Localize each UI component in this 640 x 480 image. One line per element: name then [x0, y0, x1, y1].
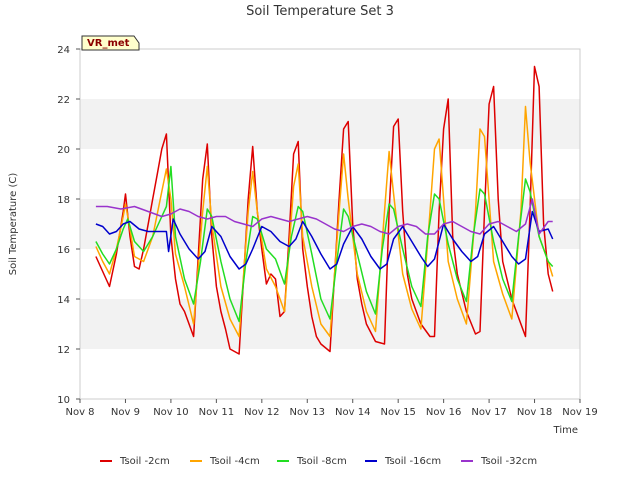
- legend-item: Tsoil -16cm: [365, 456, 441, 467]
- series-line-5: [95, 198, 553, 235]
- series-line-3: [95, 165, 554, 323]
- x-tick-label: Nov 15: [380, 407, 415, 418]
- y-tick-label: 10: [57, 395, 70, 406]
- legend-item: Tsoil -32cm: [461, 456, 537, 467]
- y-tick-label: 24: [57, 45, 70, 56]
- legend-label: Tsoil -2cm: [119, 456, 170, 467]
- y-tick-label: 18: [57, 195, 70, 206]
- legend-item: Tsoil -2cm: [100, 456, 170, 467]
- legend-label: Tsoil -4cm: [209, 456, 260, 467]
- legend-item: Tsoil -4cm: [190, 456, 260, 467]
- series-line-4: [95, 210, 554, 270]
- y-axis-ticks: 10 12 14 16 18 20 22 24: [57, 45, 80, 406]
- legend-item: Tsoil -8cm: [277, 456, 347, 467]
- x-tick-label: Nov 14: [335, 407, 370, 418]
- x-axis-label: Time: [553, 425, 578, 436]
- series-line-1: [95, 65, 554, 355]
- x-tick-label: Nov 16: [426, 407, 461, 418]
- legend-label: Tsoil -32cm: [480, 456, 537, 467]
- x-tick-label: Nov 8: [65, 407, 94, 418]
- y-axis-label: Soil Temperature (C): [8, 173, 19, 276]
- legend-label: Tsoil -16cm: [384, 456, 441, 467]
- y-tick-label: 16: [57, 245, 70, 256]
- y-tick-label: 22: [57, 95, 70, 106]
- grid-band: [80, 99, 580, 149]
- series-lines: [95, 65, 554, 355]
- station-badge: VR_met: [81, 35, 140, 51]
- y-tick-label: 14: [57, 295, 70, 306]
- legend-label: Tsoil -8cm: [296, 456, 347, 467]
- station-badge-shape: [81, 35, 140, 51]
- y-tick-label: 12: [57, 345, 70, 356]
- plot-area: [79, 48, 581, 400]
- grid-band: [80, 199, 580, 249]
- x-tick-label: Nov 18: [517, 407, 552, 418]
- grid-bands: [80, 99, 580, 349]
- x-axis-ticks: Nov 8 Nov 9 Nov 10 Nov 11 Nov 12 Nov 13 Nov 14…: [65, 399, 598, 418]
- x-tick-label: Nov 11: [199, 407, 234, 418]
- x-tick-label: Nov 19: [562, 407, 597, 418]
- x-tick-label: Nov 13: [290, 407, 325, 418]
- x-tick-label: Nov 12: [244, 407, 279, 418]
- chart-title: Soil Temperature Set 3: [246, 4, 394, 19]
- x-tick-label: Nov 17: [471, 407, 506, 418]
- x-tick-label: Nov 10: [153, 407, 188, 418]
- series-line-2: [95, 105, 554, 338]
- legend: Tsoil -2cm Tsoil -4cm Tsoil -8cm Tsoil -16c…: [100, 456, 537, 467]
- y-tick-label: 20: [57, 145, 70, 156]
- x-tick-label: Nov 9: [111, 407, 140, 418]
- station-badge-label: VR_met: [87, 38, 130, 49]
